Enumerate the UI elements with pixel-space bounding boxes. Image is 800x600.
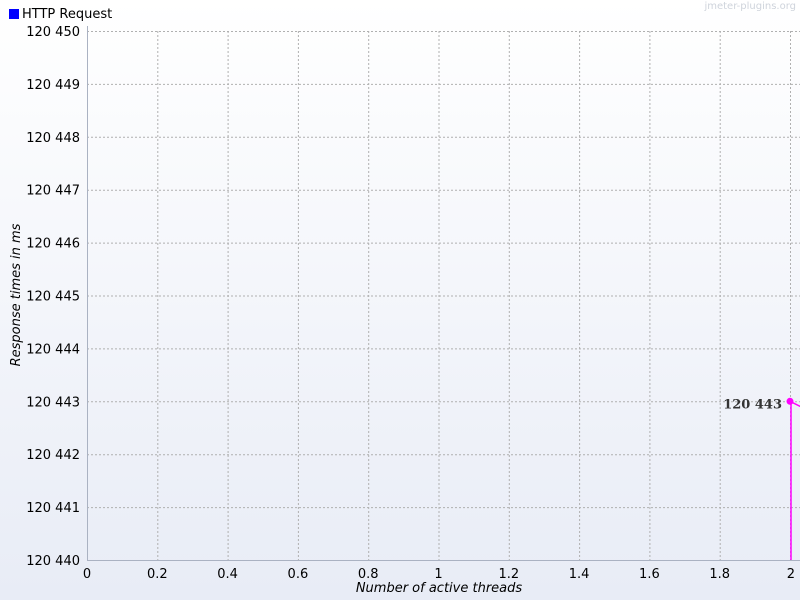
axes xyxy=(87,26,800,561)
data-labels: 120 443 xyxy=(723,397,782,412)
legend: HTTP Request xyxy=(9,7,112,22)
y-tick-label: 120 446 xyxy=(26,237,80,252)
grid-lines xyxy=(87,31,800,560)
x-axis-title: Number of active threads xyxy=(356,581,523,596)
series-http-request xyxy=(786,397,800,560)
x-axis-ticks: 0 0.2 0.4 0.6 0.8 1 1.2 1.4 1.6 1.8 2 xyxy=(83,567,795,582)
x-tick-label: 0.4 xyxy=(217,567,238,582)
data-label: 120 443 xyxy=(723,397,782,412)
y-tick-label: 120 441 xyxy=(26,501,80,516)
series-line-segment xyxy=(789,400,800,408)
x-tick-label: 0.8 xyxy=(358,567,379,582)
legend-swatch-http-request xyxy=(9,9,19,19)
x-tick-label: 0.2 xyxy=(147,567,168,582)
x-tick-label: 1.6 xyxy=(639,567,660,582)
y-tick-label: 120 445 xyxy=(26,290,80,305)
y-axis-ticks: 120 440 120 441 120 442 120 443 120 444 120 4… xyxy=(26,25,80,569)
x-tick-label: 1.4 xyxy=(569,567,590,582)
y-tick-label: 120 448 xyxy=(26,131,80,146)
watermark: jmeter-plugins.org xyxy=(703,1,796,12)
x-tick-label: 1.2 xyxy=(498,567,519,582)
x-tick-label: 0 xyxy=(83,567,91,582)
y-tick-label: 120 443 xyxy=(26,395,80,410)
data-point xyxy=(786,397,794,405)
y-tick-label: 120 440 xyxy=(26,554,80,569)
y-tick-label: 120 447 xyxy=(26,184,80,199)
y-tick-label: 120 442 xyxy=(26,448,80,463)
x-tick-label: 1.8 xyxy=(709,567,730,582)
y-tick-label: 120 450 xyxy=(26,25,80,40)
x-tick-label: 0.6 xyxy=(288,567,309,582)
y-axis-title: Response times in ms xyxy=(9,223,24,366)
x-tick-label: 2 xyxy=(787,567,795,582)
y-tick-label: 120 444 xyxy=(26,342,80,357)
legend-label-http-request: HTTP Request xyxy=(22,7,112,22)
y-tick-label: 120 449 xyxy=(26,78,80,93)
x-tick-label: 1 xyxy=(434,567,442,582)
